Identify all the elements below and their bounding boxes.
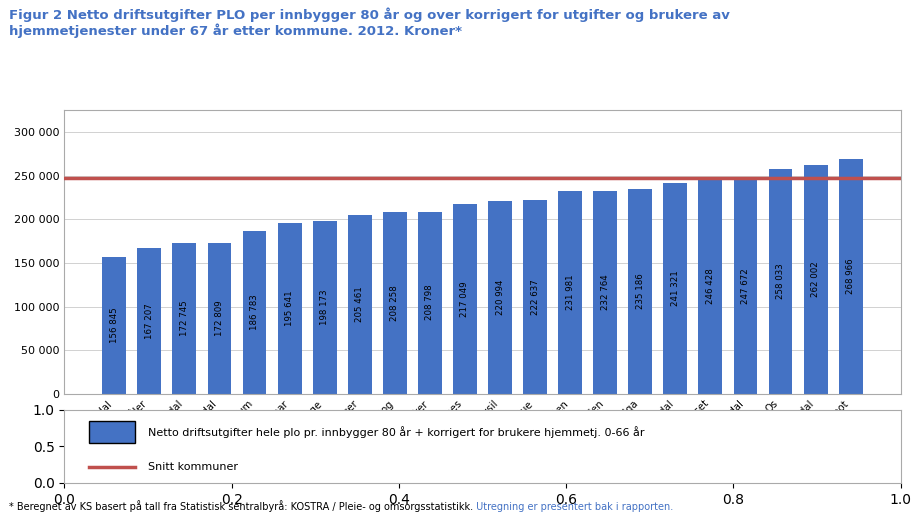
Text: 172 745: 172 745 [180, 300, 189, 337]
FancyBboxPatch shape [89, 421, 135, 443]
Bar [208, 243, 232, 394]
Text: 172 809: 172 809 [215, 301, 224, 336]
Bar [347, 215, 371, 394]
Text: 258 033: 258 033 [776, 264, 785, 299]
Text: 220 994: 220 994 [495, 280, 505, 315]
Text: 262 002: 262 002 [811, 261, 820, 297]
Bar [488, 201, 512, 394]
Text: 186 783: 186 783 [250, 295, 259, 330]
Text: 217 049: 217 049 [460, 281, 470, 317]
Bar [312, 221, 336, 394]
Text: Netto driftsutgifter hele plo pr. innbygger 80 år + korrigert for brukere hjemme: Netto driftsutgifter hele plo pr. innbyg… [148, 426, 644, 437]
Text: 231 981: 231 981 [565, 275, 574, 310]
Text: 241 321: 241 321 [671, 270, 680, 307]
Bar [278, 223, 301, 394]
Text: Figur 2 Netto driftsutgifter PLO per innbygger 80 år og over korrigert for utgif: Figur 2 Netto driftsutgifter PLO per inn… [9, 8, 730, 23]
Text: 246 428: 246 428 [706, 268, 715, 304]
Bar [733, 177, 757, 394]
Text: 235 186: 235 186 [636, 274, 645, 309]
Bar [804, 165, 827, 394]
Text: 268 966: 268 966 [846, 259, 856, 294]
Bar [173, 243, 197, 394]
Text: 247 672: 247 672 [741, 268, 750, 303]
Text: 195 641: 195 641 [285, 291, 294, 326]
Bar [138, 248, 161, 394]
Text: hjemmetjenester under 67 år etter kommune. 2012. Kroner*: hjemmetjenester under 67 år etter kommun… [9, 24, 462, 38]
Bar [418, 212, 442, 394]
Text: 222 637: 222 637 [530, 279, 539, 314]
Bar [243, 231, 267, 394]
Text: * Beregnet av KS basert på tall fra Statistisk sentralbyrå: KOSTRA / Pleie- og o: * Beregnet av KS basert på tall fra Stat… [9, 500, 473, 512]
Bar [523, 200, 547, 394]
Bar [102, 257, 126, 394]
Text: 205 461: 205 461 [356, 286, 364, 322]
Bar [383, 212, 407, 394]
Bar [629, 188, 652, 394]
Text: 156 845: 156 845 [109, 308, 119, 343]
Text: 232 764: 232 764 [601, 275, 609, 310]
Text: 167 207: 167 207 [145, 303, 153, 339]
Text: 208 798: 208 798 [425, 285, 435, 320]
Bar [839, 159, 863, 394]
Bar [698, 179, 722, 394]
Bar [558, 192, 582, 394]
Text: Utregning er presentert bak i rapporten.: Utregning er presentert bak i rapporten. [473, 502, 674, 512]
Bar [453, 204, 477, 394]
Text: 198 173: 198 173 [320, 289, 329, 325]
Bar [664, 183, 687, 394]
Text: Snitt kommuner: Snitt kommuner [148, 462, 238, 472]
Text: 208 258: 208 258 [391, 285, 400, 321]
Bar [594, 191, 618, 394]
Bar [768, 169, 792, 394]
